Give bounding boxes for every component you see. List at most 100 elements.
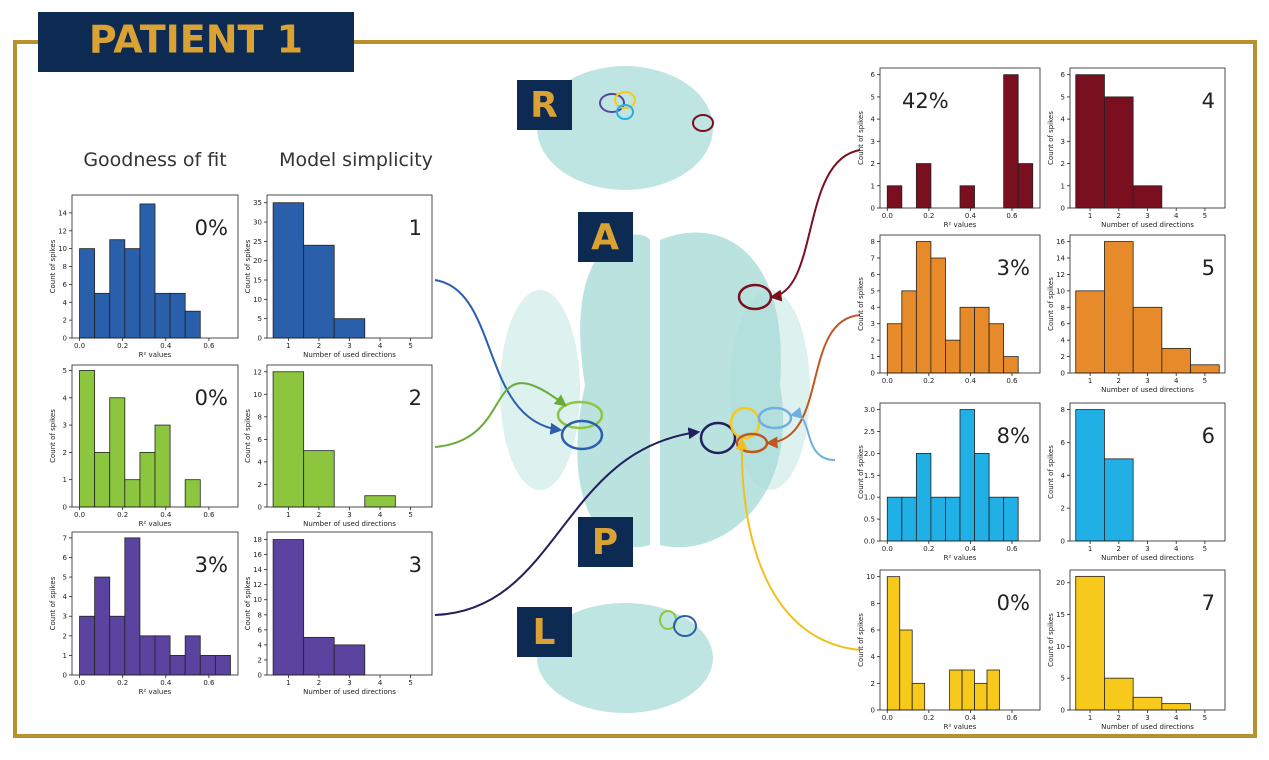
y-tick-label: 12	[1056, 271, 1065, 279]
x-tick-label: 4	[378, 511, 383, 519]
x-axis-label: R² values	[944, 221, 977, 229]
x-tick-label: 0.2	[923, 377, 934, 385]
bar	[1003, 74, 1019, 209]
annotation: 3	[409, 553, 422, 577]
x-tick-label: 0.2	[923, 545, 934, 553]
y-tick-label: 18	[253, 536, 262, 544]
annotation: 0%	[195, 386, 228, 410]
x-tick-label: 2	[317, 511, 321, 519]
annotation: 0%	[195, 216, 228, 240]
y-tick-label: 5	[63, 367, 67, 375]
y-tick-label: 2	[1061, 353, 1065, 361]
bar	[974, 306, 990, 374]
y-tick-label: 2	[871, 680, 875, 688]
bar	[139, 635, 156, 676]
y-tick-label: 10	[1056, 643, 1065, 651]
y-tick-label: 8	[1061, 406, 1065, 414]
x-tick-label: 0.4	[965, 545, 977, 553]
x-axis-label: Number of used directions	[1101, 554, 1194, 562]
bar	[1003, 496, 1019, 542]
bar	[915, 241, 932, 374]
y-tick-label: 7	[63, 534, 67, 542]
bar	[94, 576, 111, 676]
bar	[1075, 409, 1105, 542]
view-box	[517, 607, 572, 657]
y-tick-label: 0	[1061, 707, 1065, 715]
bar	[1161, 703, 1191, 711]
bar	[974, 682, 988, 711]
view-box	[578, 517, 633, 567]
view-label: L	[533, 612, 556, 653]
bar	[899, 629, 913, 711]
y-axis-label: Count of spikes	[244, 239, 252, 293]
bar	[886, 323, 903, 374]
x-tick-label: 1	[1088, 377, 1092, 385]
annotation: 5	[1202, 256, 1215, 280]
bar	[886, 576, 901, 711]
bar	[169, 292, 186, 339]
x-tick-label: 0.4	[965, 714, 977, 722]
x-tick-label: 0.6	[203, 511, 215, 519]
annotation: 6	[1202, 424, 1215, 448]
bar	[1104, 241, 1134, 374]
bar	[124, 248, 141, 339]
y-tick-label: 4	[1061, 337, 1066, 345]
y-tick-label: 2	[63, 449, 67, 457]
y-tick-label: 6	[63, 554, 68, 562]
x-tick-label: 1	[1088, 212, 1092, 220]
y-tick-label: 4	[871, 304, 876, 312]
y-tick-label: 0.0	[864, 538, 875, 546]
bar	[949, 669, 963, 711]
cluster	[614, 91, 636, 109]
cluster	[616, 104, 634, 120]
cluster	[699, 421, 737, 455]
y-tick-label: 35	[253, 199, 262, 207]
arrow	[765, 314, 861, 449]
x-axis-label: R² values	[139, 351, 172, 359]
y-tick-label: 0	[63, 335, 67, 343]
cluster	[599, 93, 625, 113]
y-tick-label: 16	[253, 551, 262, 559]
x-tick-label: 0.6	[203, 679, 215, 687]
bar	[911, 682, 926, 711]
y-tick-label: 0	[258, 504, 262, 512]
y-tick-label: 4	[63, 394, 68, 402]
y-tick-label: 0	[1061, 205, 1065, 213]
bar	[109, 397, 126, 508]
y-tick-label: 6	[871, 271, 876, 279]
bar	[945, 496, 961, 542]
arrow	[434, 279, 563, 435]
x-tick-label: 0.2	[117, 342, 128, 350]
y-tick-label: 30	[253, 219, 262, 227]
y-axis-label: Count of spikes	[49, 239, 57, 293]
arrows	[434, 149, 861, 651]
column-title: Model simplicity	[279, 149, 433, 171]
y-tick-label: 5	[1061, 93, 1065, 101]
y-tick-label: 5	[871, 93, 875, 101]
y-axis-label: Count of spikes	[1047, 445, 1055, 499]
bar	[169, 655, 186, 676]
x-tick-label: 0.0	[74, 511, 85, 519]
bar	[272, 202, 305, 339]
x-axis-label: Number of used directions	[303, 351, 396, 359]
bar	[109, 239, 126, 339]
x-tick-label: 5	[408, 511, 412, 519]
x-tick-label: 0.6	[1006, 714, 1018, 722]
y-tick-label: 8	[258, 611, 262, 619]
x-tick-label: 5	[408, 679, 412, 687]
y-tick-label: 5	[1061, 675, 1065, 683]
y-tick-label: 10	[866, 573, 875, 581]
bar	[272, 371, 305, 508]
bar	[333, 644, 366, 676]
bar	[1161, 347, 1191, 374]
bar	[154, 424, 171, 508]
annotation: 3%	[997, 256, 1030, 280]
y-tick-label: 1	[871, 353, 875, 361]
y-tick-label: 2.5	[864, 428, 875, 436]
annotation: 8%	[997, 424, 1030, 448]
y-axis-label: Count of spikes	[244, 576, 252, 630]
x-tick-label: 0.4	[160, 511, 172, 519]
x-tick-label: 2	[1117, 377, 1121, 385]
x-tick-label: 2	[317, 679, 321, 687]
y-tick-label: 5	[63, 574, 67, 582]
